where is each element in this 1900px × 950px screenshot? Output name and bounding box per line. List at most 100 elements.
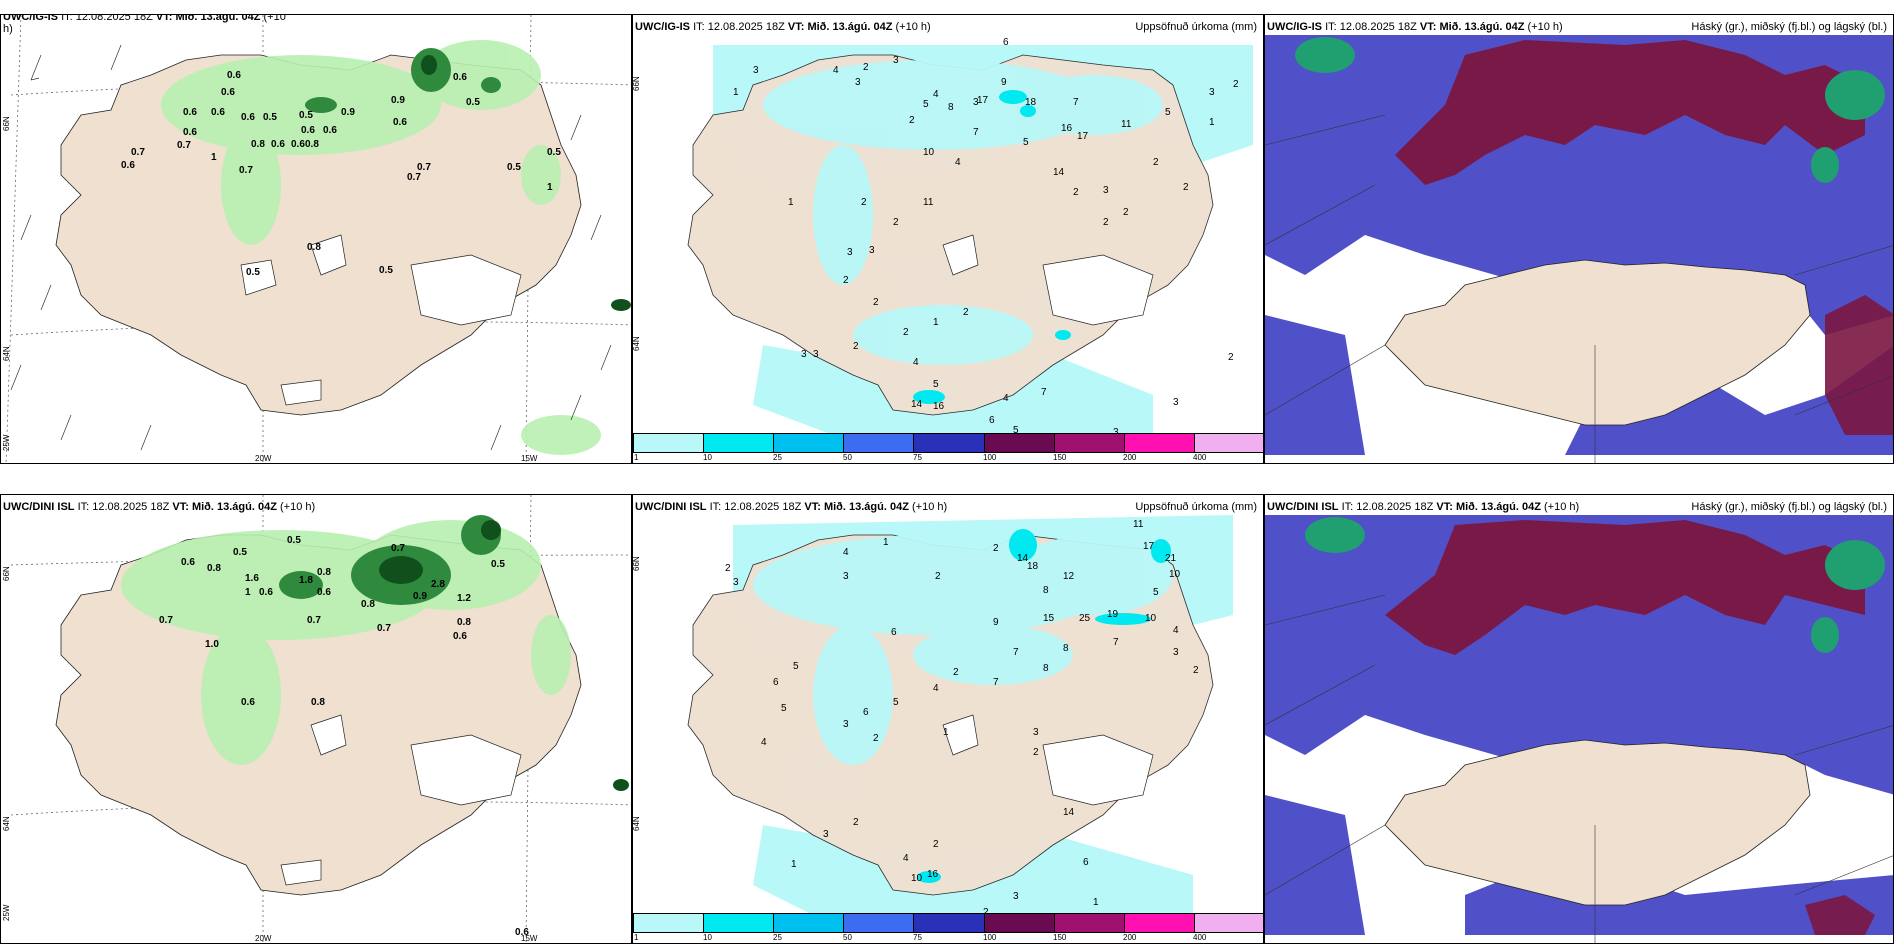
colorbar-swatch [1054,914,1125,932]
map-panel-top-right: UWC/IG-IS IT: 12.08.2025 18Z VT: Mið. 13… [1264,14,1894,464]
precip-label: 5 [923,99,929,110]
precip-label: 4 [843,547,849,558]
precip-label: 3 [733,577,739,588]
precip-label: 2 [1183,182,1189,193]
colorbar-swatch [774,914,845,932]
precip-label: 0.6 [241,697,255,708]
panel-header-cont: h) [3,23,13,35]
colorbar-ticks: 1 10 25 50 75 100 150 200 400 [634,933,1207,942]
lon-label: 25W [2,904,11,921]
precip-label: 0.5 [379,265,393,276]
colorbar-swatch [704,914,775,932]
precip-label: 1 [1093,897,1099,908]
precip-label: 0.6 [271,139,285,150]
precip-label: 2 [853,817,859,828]
cloud-cover-map [1265,515,1893,943]
colorbar-swatch [914,914,985,932]
precip-label: 2 [933,839,939,850]
precip-label: 0.6 [453,72,467,83]
panel-header: UWC/IG-IS IT: 12.08.2025 18Z VT: Mið. 13… [1267,21,1563,33]
precip-label: 0.7 [407,172,421,183]
precip-label: 0.9 [413,591,427,602]
precip-label: 4 [933,683,939,694]
lon-label: 15W [521,454,538,463]
precip-label: 10 [1169,569,1181,580]
lon-label: 20W [255,454,272,463]
precip-label: 0.5 [299,110,313,121]
colorbar-swatch [844,914,915,932]
precip-label: 7 [1113,637,1119,648]
precip-label: 0.6 [227,70,241,81]
colorbar-swatch [1054,434,1125,452]
panel-title: Uppsöfnuð úrkoma (mm) [1135,21,1257,33]
precip-label: 7 [1041,387,1047,398]
precip-label: 0.5 [246,267,260,278]
precip-label: 3 [1209,87,1215,98]
precip-label: 3 [823,829,829,840]
precip-label: 2 [935,571,941,582]
precip-label: 1.0 [205,639,219,650]
precip-label: 11 [1121,119,1132,130]
precip-label: 4 [955,157,961,168]
panel-header: UWC/DINI ISL IT: 12.08.2025 18Z VT: Mið.… [635,501,948,513]
precip-label: 0.5 [263,112,277,123]
precip-label: 0.7 [377,623,391,634]
lat-label: 64N [2,346,11,361]
precip-label: 1.6 [245,573,259,584]
precip-label: 1.8 [299,575,313,586]
precip-label: 0.6 [259,587,273,598]
precip-label: 0.5 [491,559,505,570]
lat-label: 64N [633,816,641,831]
precip-label: 5 [793,661,799,672]
precip-label: 0.6 [241,112,255,123]
map-panel-top-mid: UWC/IG-IS IT: 12.08.2025 18Z VT: Mið. 13… [632,14,1264,464]
precip-label: 4 [913,357,919,368]
precip-label: 1 [245,587,251,598]
precip-label: 5 [1023,137,1029,148]
lat-label: 66N [633,556,641,571]
precip-label: 2 [953,667,959,678]
precip-label: 8 [1043,585,1049,596]
precip-label: 2 [843,275,849,286]
lat-label: 66N [633,76,641,91]
precip-label: 17 [1143,541,1155,552]
colorbar [633,433,1263,453]
precip-label: 0.6 [183,127,197,138]
precip-label: 0.5 [233,547,247,558]
panel-header: UWC/DINI ISL IT: 12.08.2025 18Z VT: Mið.… [3,501,316,513]
precip-label: 0.6 [453,631,467,642]
precip-label: 0.8 [251,139,265,150]
precip-label: 5 [1165,107,1171,118]
accumulated-precip-map: 2 3 4 1 3 2 2 14 18 8 12 11 17 21 10 7 5… [633,515,1233,925]
precip-label: 2 [873,733,879,744]
precip-label: 0.8 [305,139,319,150]
precip-label: 0.7 [307,615,321,626]
precip-label: 3 [893,55,899,66]
precip-label: 1 [547,182,553,193]
precip-label: 5 [1013,425,1019,436]
lat-label: 66N [2,566,11,581]
panel-title: Háský (gr.), miðský (fj.bl.) og lágský (… [1691,501,1887,513]
lon-label: 20W [255,934,272,943]
precip-label: 0.9 [341,107,355,118]
precip-label: 1 [791,859,797,870]
lon-label: 15W [521,934,538,943]
precip-label: 0.8 [311,697,325,708]
precip-label: 2 [1033,747,1039,758]
colorbar [633,913,1263,933]
colorbar-swatch [984,434,1055,452]
precip-label: 2.8 [431,579,445,590]
precip-label: 0.5 [287,535,301,546]
precip-label: 1 [883,537,889,548]
precip-label: 2 [1233,79,1239,90]
precip-label: 18 [1027,561,1039,572]
iceland-landmass [55,54,582,416]
precip-label: 4 [933,89,939,100]
precip-label: 0.6 [291,139,305,150]
precip-label: 16 [933,401,945,412]
precip-label: 1 [943,727,949,738]
lon-label: 25W [2,434,11,451]
precip-label: 2 [1103,217,1109,228]
precip-label: 0.6 [181,557,195,568]
precip-label: 2 [863,62,869,73]
